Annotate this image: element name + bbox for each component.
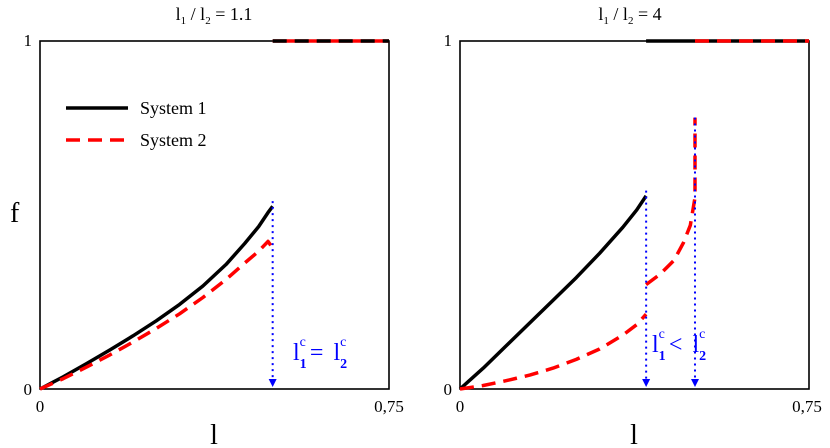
y-tick-label: 0 [24, 380, 33, 399]
y-tick-label: 1 [444, 31, 453, 50]
x-tick-label: 0,75 [374, 397, 404, 416]
series-line-system-2 [39, 239, 275, 391]
series-layer [39, 39, 389, 391]
panel-left: l1 / l2 = 1.1 1 0 0 0,75 l System 1 Syst… [24, 4, 404, 448]
figure-y-label: f [10, 198, 20, 229]
critical-point-arrowhead [642, 379, 651, 387]
series-line-system-1 [39, 205, 275, 391]
series-line-system-1 [458, 194, 648, 391]
plot-frame [39, 40, 390, 390]
series-line-system-2 [459, 313, 648, 391]
x-tick-label: 0 [36, 397, 45, 416]
legend-label-system-2: System 2 [140, 130, 207, 150]
y-tick-label: 0 [444, 380, 453, 399]
x-axis-label: l [210, 420, 218, 448]
series-layer [458, 39, 809, 391]
plot-frame [459, 40, 810, 390]
panel-right: l1 / l2 = 4 1 0 0 0,75 l l1c < l2c [444, 4, 822, 448]
critical-point-arrowhead [690, 379, 699, 387]
x-tick-label: 0,75 [792, 397, 822, 416]
panel-title: l1 / l2 = 4 [598, 4, 661, 27]
legend: System 1 System 2 [66, 98, 207, 150]
x-tick-label: 0 [456, 397, 465, 416]
x-axis-label: l [630, 420, 638, 448]
panel-title: l1 / l2 = 1.1 [176, 4, 253, 27]
critical-length-annotation: l1c < l2c [652, 327, 706, 364]
critical-length-annotation: l1c = l2c [293, 335, 347, 372]
series-line-segment-2 [645, 117, 697, 287]
legend-label-system-1: System 1 [140, 98, 207, 118]
critical-point-arrowhead [268, 379, 277, 387]
y-tick-label: 1 [24, 31, 33, 50]
